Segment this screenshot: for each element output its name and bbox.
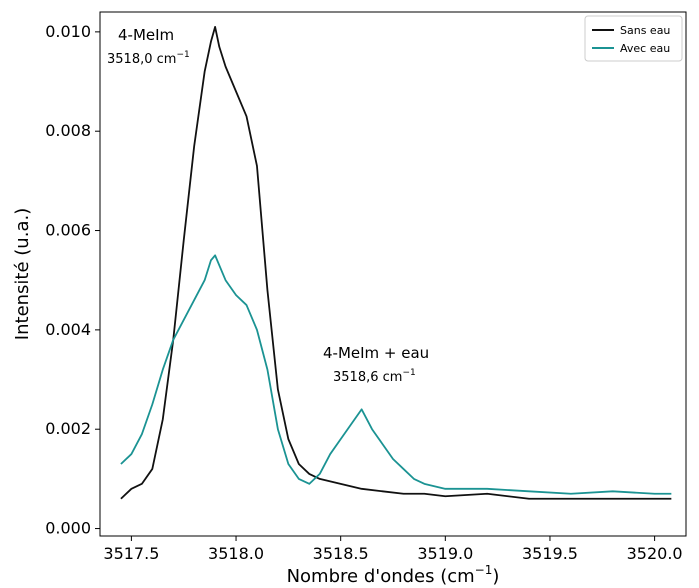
x-tick-label: 3520.0 [627,544,683,563]
plot-area-background [100,12,686,536]
x-tick-label: 3518.0 [208,544,264,563]
annotation-peak-2-value-sup: −1 [402,368,415,378]
y-tick-label: 0.006 [45,221,91,240]
x-axis-title-close: ) [492,566,499,587]
x-tick-label: 3518.5 [313,544,369,563]
y-axis-title: Intensité (u.a.) [12,208,33,340]
series-line-sans-eau [120,26,672,500]
annotation-peak-1-label: 4-MeIm [118,26,174,44]
y-tick-label: 0.004 [45,320,91,339]
ticks-layer: 3517.5 3518.0 3518.5 3519.0 3519.5 3520.0 0.00… [45,22,682,563]
y-tick-label: 0.008 [45,121,91,140]
x-tick-label: 3519.5 [522,544,578,563]
annotation-peak-1-value-text: 3518,0 cm [107,52,176,67]
x-tick-label: 3519.0 [417,544,473,563]
y-tick-label: 0.010 [45,22,91,41]
series-line-avec-eau [120,254,672,495]
x-axis-title: Nombre d'ondes (cm−1) [287,563,500,587]
annotation-peak-2-value: 3518,6 cm−1 [333,368,416,385]
legend-label-sans-eau: Sans eau [620,24,670,37]
annotation-peak-1-value-sup: −1 [176,50,189,60]
y-tick-label: 0.002 [45,419,91,438]
x-axis-title-text: Nombre d'ondes (cm [287,566,475,587]
legend-box [584,15,683,62]
plot-frame [99,11,687,537]
legend-label-avec-eau: Avec eau [620,42,670,55]
annotation-peak-1-value: 3518,0 cm−1 [107,50,190,67]
annotation-peak-2-value-text: 3518,6 cm [333,370,402,385]
x-tick-label: 3517.5 [103,544,159,563]
series-layer [120,26,672,500]
x-axis-title-sup: −1 [475,563,493,577]
y-tick-label: 0.000 [45,519,91,538]
annotation-peak-2-label: 4-MeIm + eau [323,344,429,362]
legend: Sans eau Avec eau [584,15,683,62]
